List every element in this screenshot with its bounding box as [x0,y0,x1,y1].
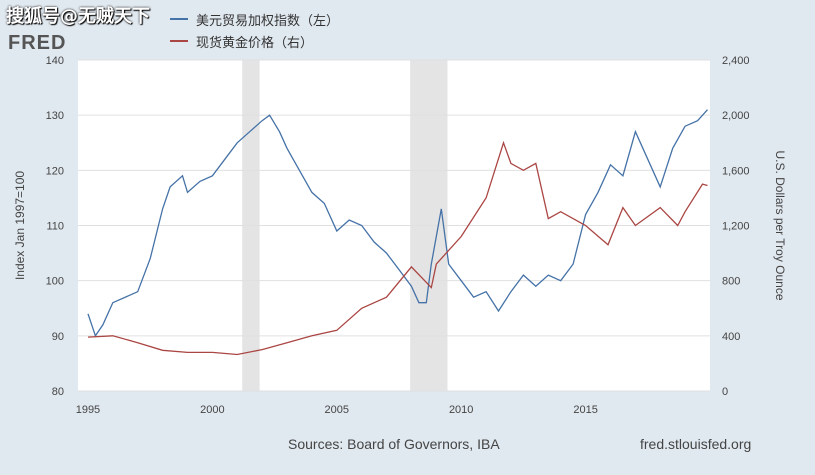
y-tick-label: 100 [46,276,64,288]
y-tick-label: 110 [46,221,64,233]
x-tick-label: 2010 [449,404,473,416]
legend: 美元贸易加权指数（左） 现货黄金价格（右） [170,8,339,52]
y2-tick-label: 0 [722,386,728,398]
sources-text: Sources: Board of Governors, IBA [288,436,500,452]
y2-axis-label: U.S. Dollars per Troy Ounce [773,150,787,300]
gold-price-line [87,140,708,356]
watermark: 搜狐号@无贼天下 [6,6,150,27]
legend-swatch [170,18,188,20]
x-tick-label: 2005 [325,404,349,416]
dollar-index-line [87,109,708,338]
y-tick-label: 120 [46,165,64,177]
y2-tick-label: 1,600 [722,165,750,177]
y2-tick-label: 1,200 [722,221,750,233]
y-tick-label: 130 [46,110,64,122]
y-tick-label: 90 [52,331,64,343]
legend-label: 现货黄金价格（右） [196,35,314,51]
legend-item-dollar: 美元贸易加权指数（左） [170,8,339,30]
legend-swatch [170,40,188,42]
fred-link[interactable]: fred.stlouisfed.org [640,436,752,452]
legend-label: 美元贸易加权指数（左） [196,13,340,29]
legend-item-gold: 现货黄金价格（右） [170,30,339,52]
y-tick-label: 80 [52,386,64,398]
x-tick-label: 2000 [200,404,224,416]
fred-logo: FRED [8,32,67,54]
x-tick-label: 1995 [76,404,100,416]
y-tick-label: 140 [46,55,64,67]
x-tick-label: 2015 [573,404,597,416]
y2-tick-label: 2,000 [722,110,750,122]
y2-tick-label: 400 [722,331,740,343]
y2-tick-label: 2,400 [722,55,750,67]
y-axis-label: Index Jan 1997=100 [13,171,27,280]
y2-tick-label: 800 [722,276,740,288]
